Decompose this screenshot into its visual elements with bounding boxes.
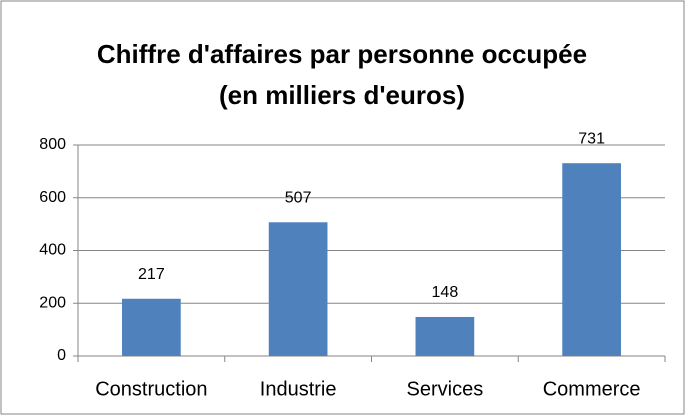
y-tick-label: 800: [39, 136, 66, 153]
chart-title: Chiffre d'affaires par personne occupée: [97, 39, 587, 69]
y-tick-label: 400: [39, 242, 66, 259]
bar: [415, 316, 475, 356]
x-tick-label: Commerce: [543, 378, 641, 400]
y-tick-label: 600: [39, 189, 66, 206]
y-tick-label: 0: [57, 347, 66, 364]
x-tick-label: Industrie: [260, 378, 337, 400]
data-label: 507: [285, 189, 312, 206]
bar: [562, 163, 621, 356]
data-label: 731: [578, 130, 605, 147]
y-tick-label: 200: [39, 294, 66, 311]
data-label: 217: [138, 266, 165, 283]
data-label: 148: [432, 284, 459, 301]
x-tick-label: Construction: [95, 378, 207, 400]
bar: [122, 298, 181, 356]
chart-title: (en milliers d'euros): [219, 80, 465, 110]
x-tick-label: Services: [407, 378, 484, 400]
bar: [268, 222, 328, 356]
